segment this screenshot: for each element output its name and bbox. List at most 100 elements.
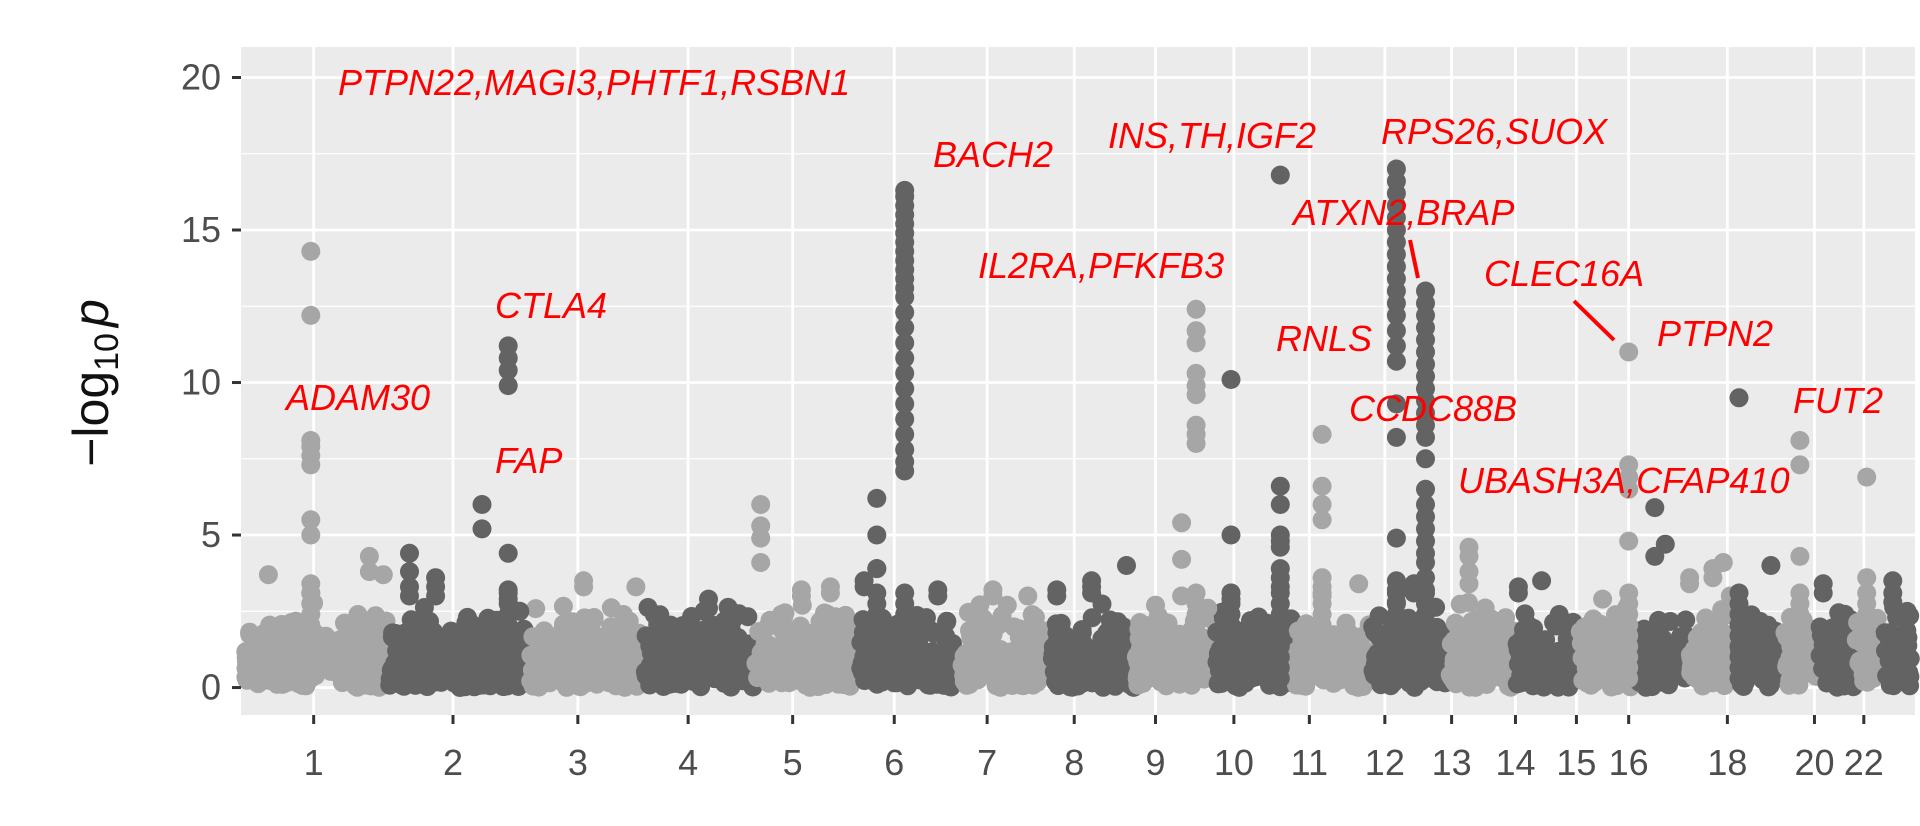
- snp-point: [281, 663, 301, 683]
- x-tick-label: 4: [678, 742, 698, 783]
- peak-points: [400, 543, 419, 606]
- peak-point: [1508, 583, 1528, 603]
- snp-point: [619, 611, 639, 631]
- peak-point: [1312, 510, 1332, 530]
- peak-point: [1645, 498, 1665, 518]
- label-connector: [1408, 239, 1420, 279]
- snp-point: [614, 661, 634, 681]
- snp-point: [1491, 615, 1511, 635]
- peak-point: [1416, 479, 1435, 499]
- snp-point: [1458, 593, 1478, 612]
- peak-point: [258, 565, 278, 585]
- snp-point: [655, 675, 675, 695]
- peak-point: [1619, 531, 1639, 551]
- peak-points: [359, 546, 379, 582]
- snp-point: [826, 620, 846, 640]
- peak-point: [498, 376, 518, 396]
- peak-points: [1813, 574, 1833, 603]
- snp-point: [362, 614, 382, 634]
- y-axis-label: −log10p: [63, 299, 126, 467]
- snp-point: [997, 595, 1017, 615]
- snp-point: [621, 631, 641, 651]
- peak-point: [301, 305, 321, 325]
- snp-point: [712, 629, 731, 649]
- peak-points: [895, 180, 915, 688]
- peak-point: [1416, 449, 1435, 469]
- gene-label: FUT2: [1793, 380, 1883, 421]
- snp-point: [318, 643, 338, 662]
- snp-point: [867, 583, 887, 603]
- peak-point: [751, 495, 771, 514]
- snp-point: [776, 641, 796, 661]
- gene-label: ADAM30: [284, 377, 430, 418]
- snp-point: [671, 674, 690, 693]
- snp-point: [1025, 607, 1045, 627]
- peak-point: [1270, 495, 1290, 514]
- peak-point: [820, 583, 840, 603]
- snp-point: [1790, 583, 1810, 603]
- snp-point: [1441, 667, 1461, 687]
- chromosome-3-points: [521, 596, 653, 697]
- peak-points: [1349, 574, 1369, 594]
- peak-point: [751, 553, 771, 572]
- peak-points: [1459, 537, 1479, 594]
- snp-point: [1160, 621, 1180, 641]
- snp-point: [1619, 583, 1639, 603]
- x-tick-label: 13: [1432, 742, 1472, 783]
- peak-points: [1883, 571, 1903, 612]
- peak-point: [895, 379, 915, 399]
- gene-label: RPS26,SUOX: [1381, 111, 1609, 152]
- peak-point: [751, 528, 771, 548]
- peak-point: [1186, 299, 1206, 319]
- peak-point: [1790, 431, 1810, 450]
- snp-point: [444, 673, 464, 693]
- peak-point: [1761, 556, 1781, 575]
- peak-point: [400, 562, 419, 582]
- chromosome-4-points: [635, 597, 763, 697]
- peak-points: [1221, 370, 1241, 688]
- peak-point: [1386, 592, 1406, 612]
- snp-point: [286, 647, 306, 667]
- peak-point: [895, 363, 915, 383]
- peak-points: [791, 580, 811, 606]
- snp-point: [917, 642, 936, 662]
- peak-points: [867, 488, 887, 688]
- x-tick-label: 8: [1064, 742, 1084, 783]
- snp-point: [1857, 583, 1877, 603]
- snp-point: [1070, 663, 1090, 682]
- peak-point: [895, 287, 915, 307]
- snp-point: [586, 660, 606, 680]
- peak-point: [867, 525, 887, 545]
- gene-label: BACH2: [933, 134, 1053, 175]
- snp-point: [464, 644, 484, 664]
- snp-point: [441, 621, 461, 641]
- peak-points: [1198, 598, 1218, 618]
- x-tick-label: 6: [884, 742, 904, 783]
- peak-point: [498, 543, 518, 563]
- snp-point: [1687, 628, 1707, 648]
- chromosome-20-points: [1810, 603, 1863, 697]
- snp-point: [1670, 631, 1690, 651]
- x-tick-label: 3: [568, 742, 588, 783]
- grid-lines: [241, 47, 1915, 715]
- peak-point: [1270, 165, 1290, 185]
- peak-points: [1729, 388, 1749, 688]
- peak-point: [400, 586, 419, 606]
- snp-point: [1750, 611, 1770, 631]
- snp-point: [1129, 619, 1149, 639]
- snp-point: [954, 672, 974, 691]
- peak-point: [928, 586, 948, 606]
- peak-points: [1082, 571, 1102, 603]
- peak-point: [1117, 556, 1136, 575]
- snp-point: [1515, 604, 1535, 624]
- x-tick-label: 1: [304, 742, 324, 783]
- snp-point: [934, 665, 954, 685]
- peak-point: [1790, 546, 1810, 566]
- snp-point: [361, 638, 381, 658]
- peak-points: [426, 568, 446, 606]
- snp-point: [690, 653, 710, 673]
- peak-points: [1703, 559, 1723, 588]
- snp-point: [1602, 659, 1622, 679]
- peak-points: [1018, 586, 1038, 606]
- peak-points: [1117, 556, 1136, 575]
